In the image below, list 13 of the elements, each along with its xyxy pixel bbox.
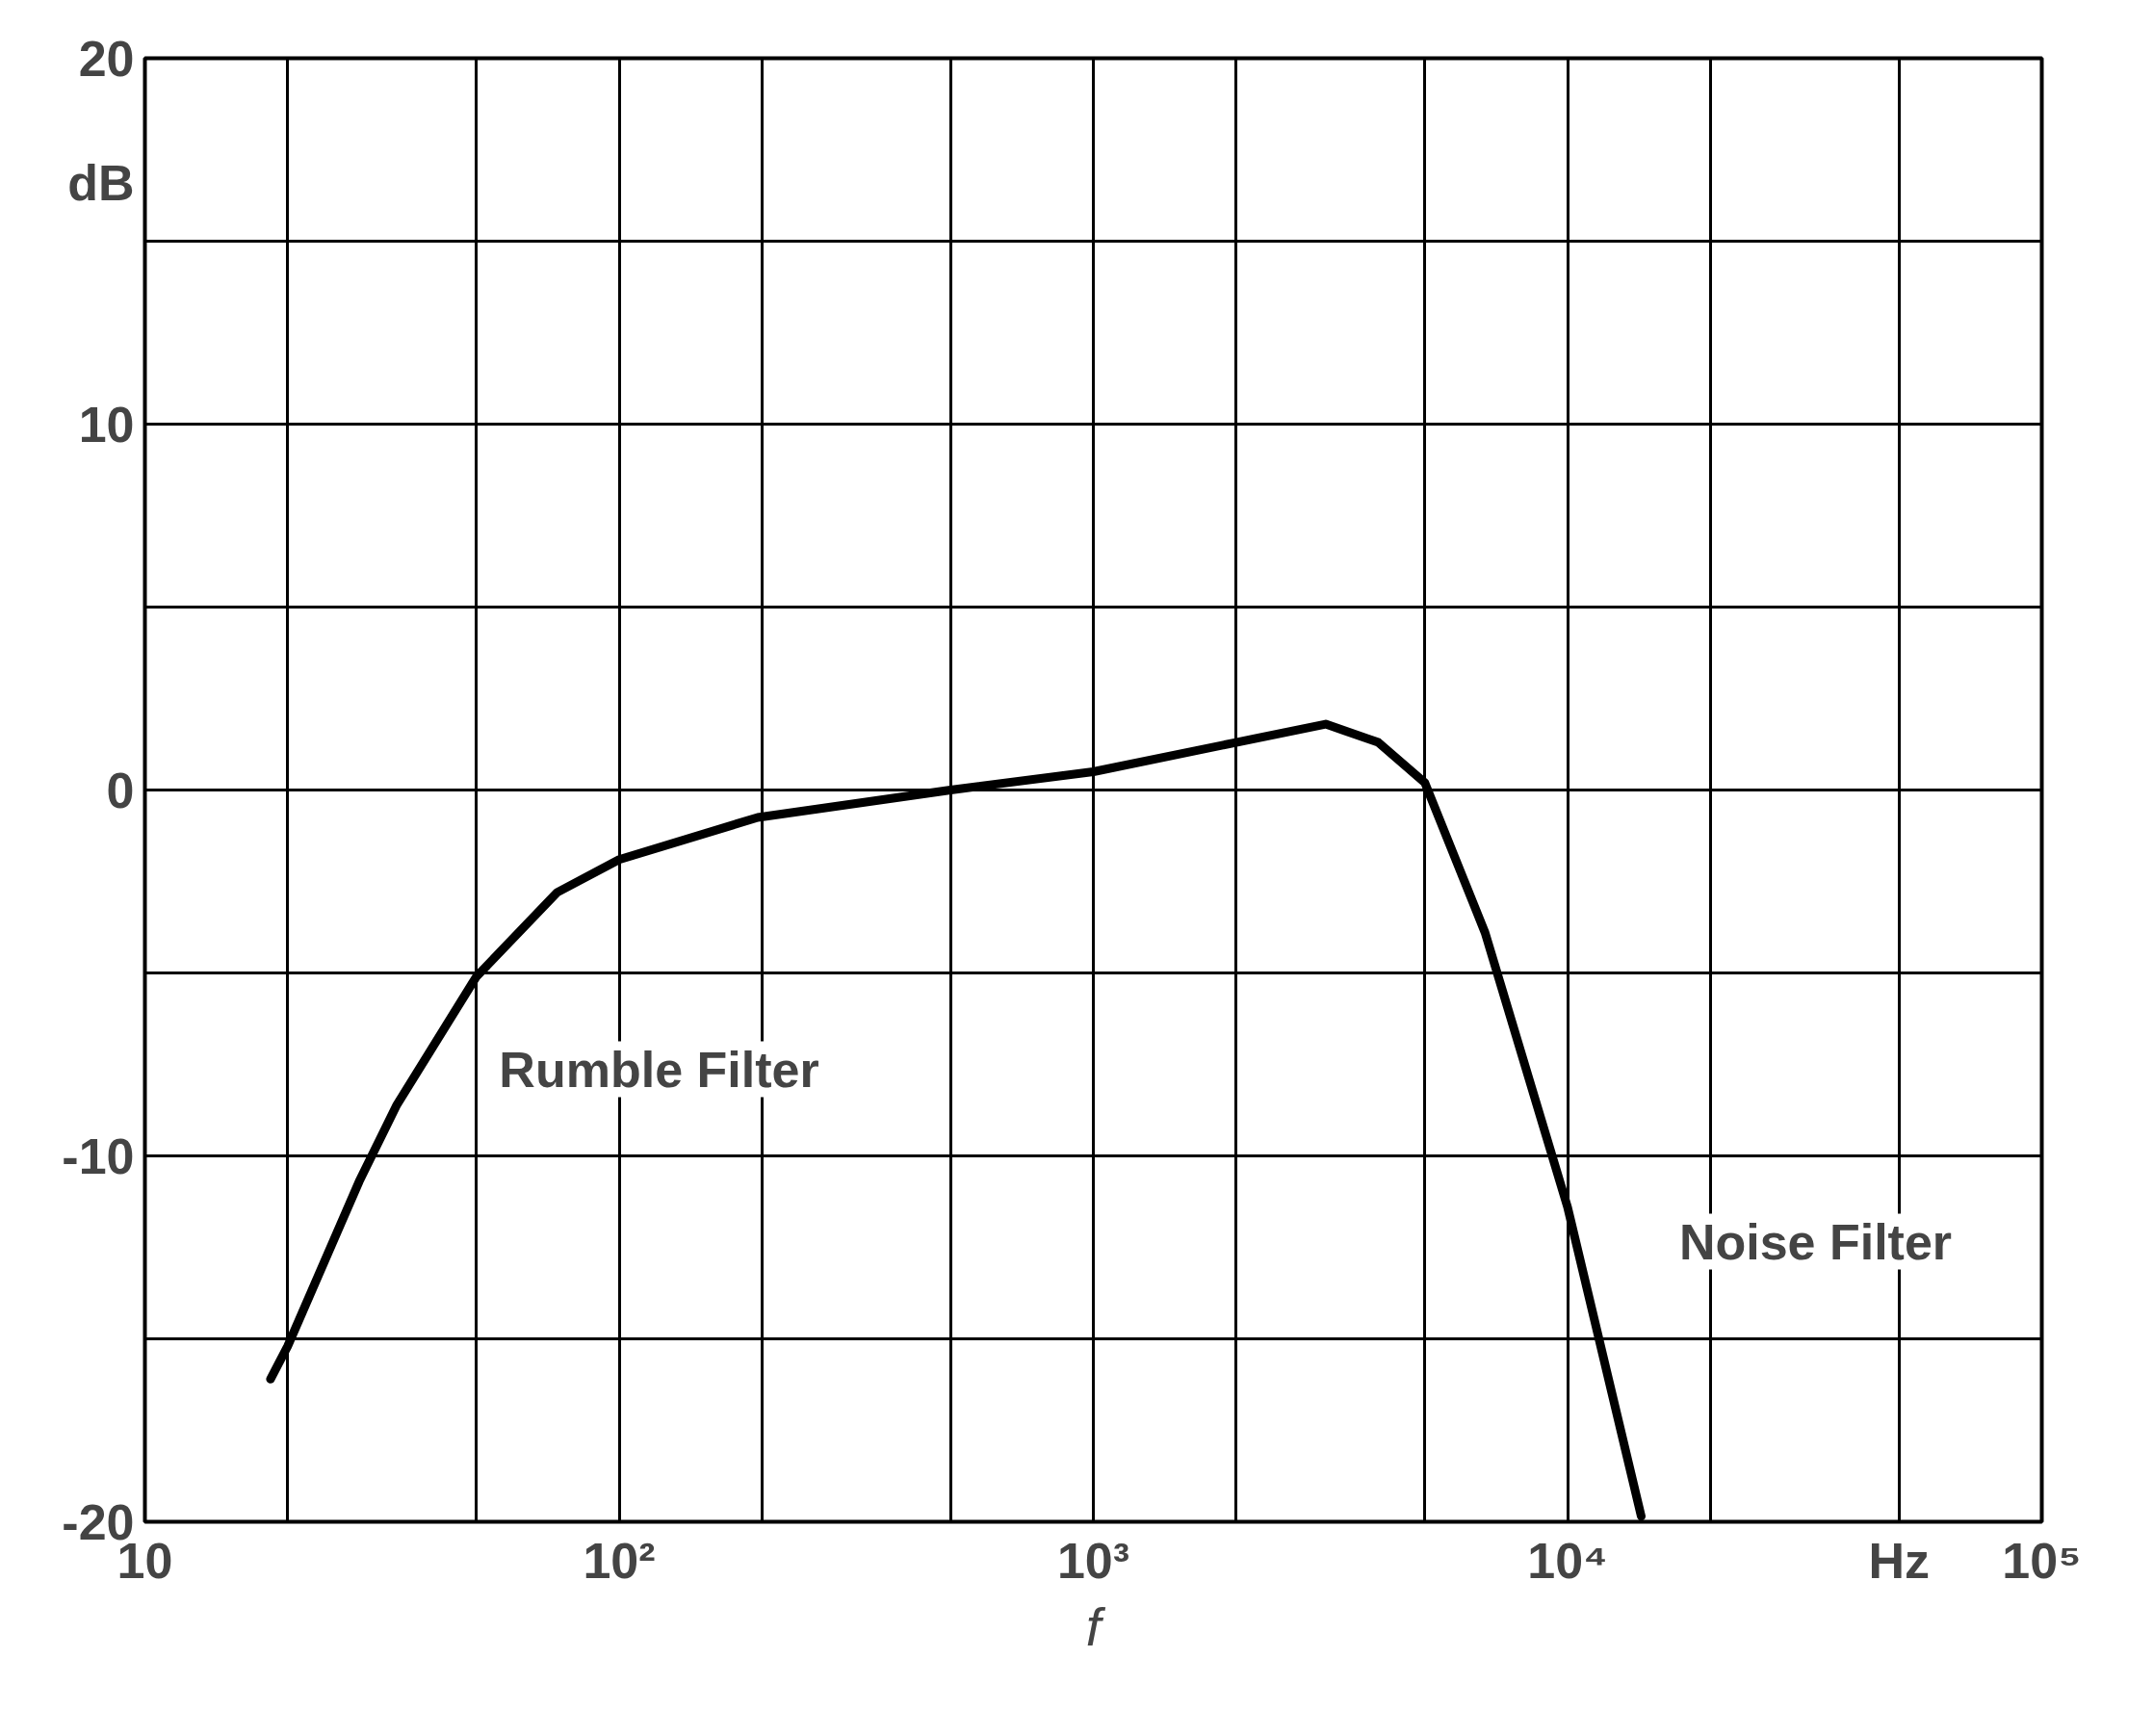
y-tick-label: -10	[62, 1127, 135, 1184]
x-tick-label: 10⁵	[2002, 1532, 2082, 1589]
x-tick-label: 10⁴	[1527, 1532, 1608, 1589]
x-tick-label: 10²	[583, 1532, 656, 1589]
annotation: Noise Filter	[1678, 1213, 1953, 1270]
annotation: Rumble Filter	[499, 1041, 819, 1098]
y-tick-label: 0	[106, 762, 135, 818]
y-axis-title: dB	[67, 154, 135, 211]
x-axis-title: f	[1085, 1595, 1106, 1657]
y-tick-label: 10	[78, 396, 135, 453]
x-tick-label: Hz	[1868, 1532, 1931, 1589]
x-tick-label: 10³	[1056, 1532, 1130, 1589]
y-tick-label: 20	[78, 30, 135, 87]
